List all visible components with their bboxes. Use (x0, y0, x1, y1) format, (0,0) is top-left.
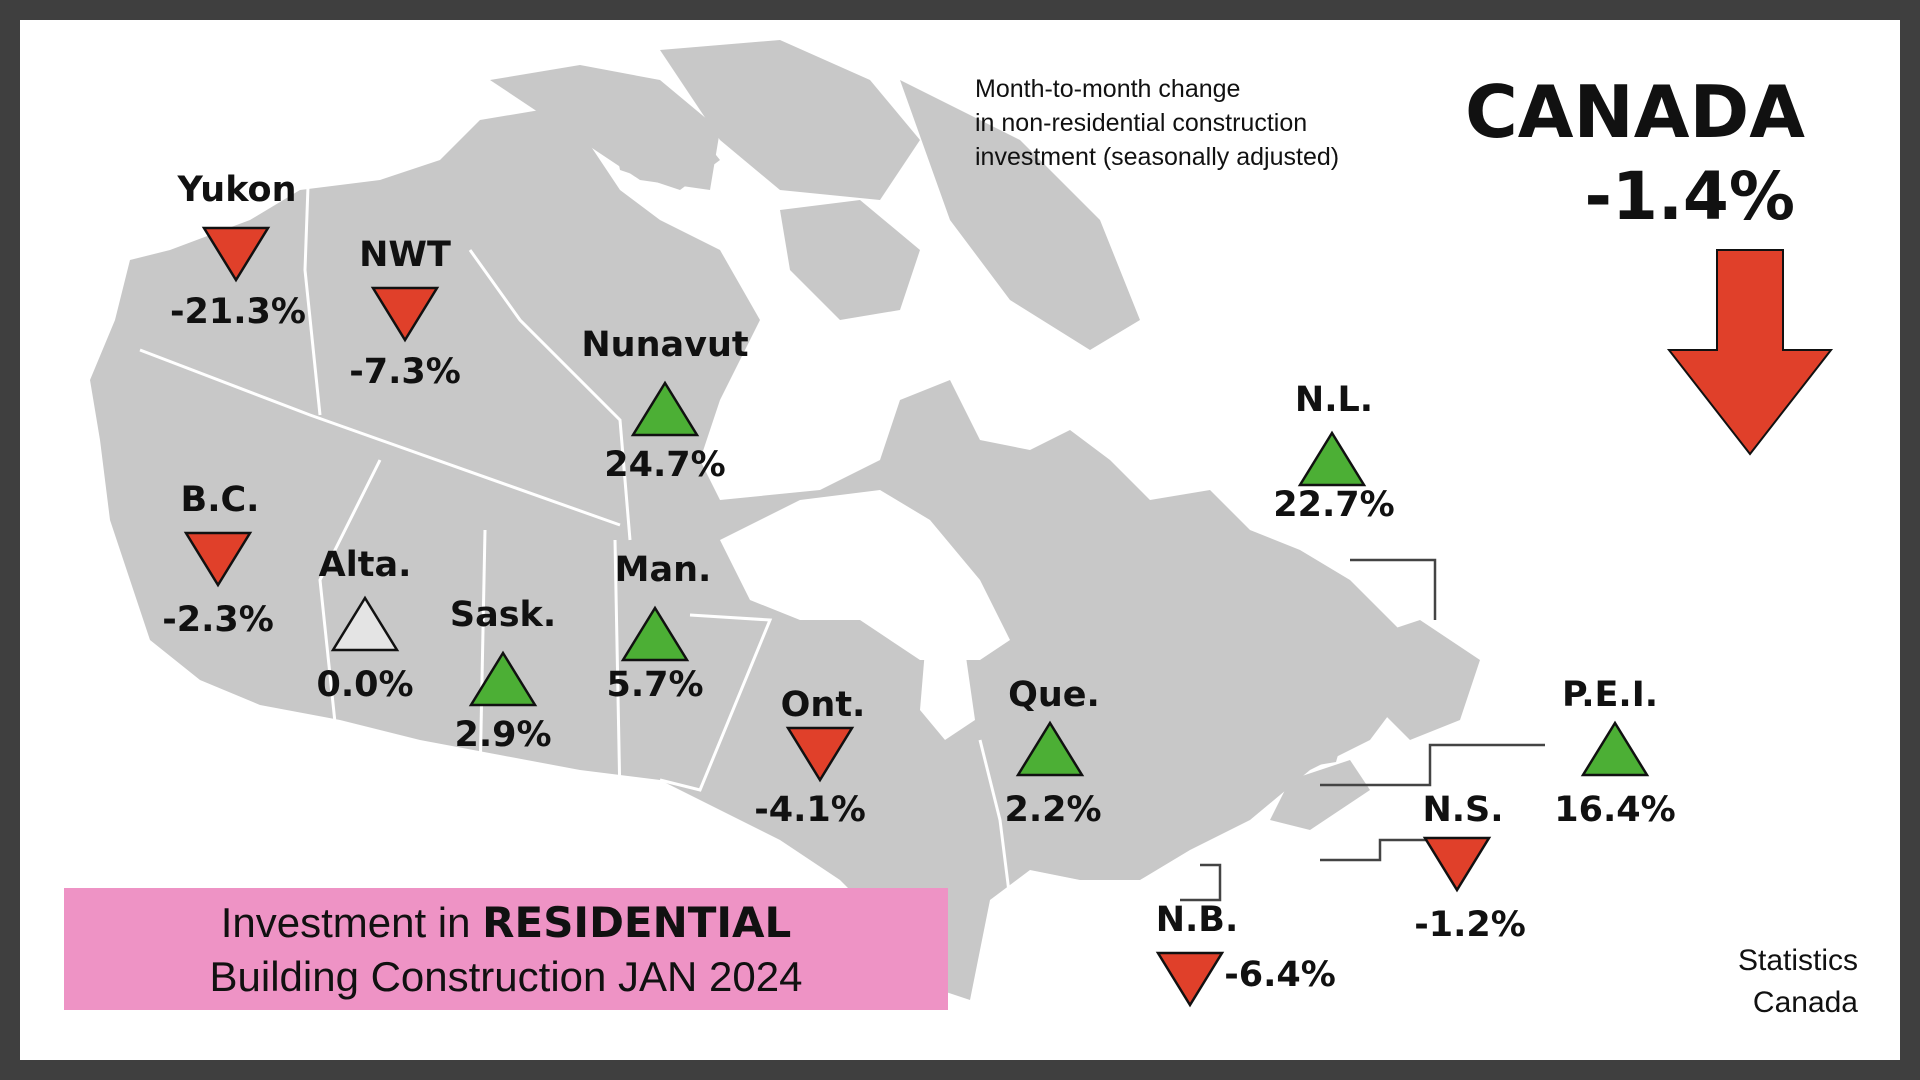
arctic-island-2 (660, 40, 920, 200)
down-triangle-icon-bc (183, 531, 253, 588)
ns-shape (1270, 760, 1370, 830)
map-title: Investment in RESIDENTIAL Building Const… (64, 888, 948, 1010)
arctic-island-5 (610, 110, 720, 190)
region-name-yukon: Yukon (177, 170, 297, 210)
region-value-yukon: -21.3% (170, 292, 306, 332)
region-value-pei: 16.4% (1554, 790, 1676, 830)
border-ont-que (978, 739, 1012, 901)
leader-nb (1180, 863, 1222, 902)
subtitle-line: investment (seasonally adjusted) (975, 143, 1340, 171)
subtitle-line: Month-to-month change (975, 75, 1241, 103)
border-yukon-bc (139, 348, 621, 527)
james-bay (920, 650, 975, 740)
region-name-nunavut: Nunavut (581, 325, 749, 365)
up-triangle-icon-que (1015, 720, 1085, 777)
newfoundland-shape (1360, 620, 1480, 740)
border-yukon-nwt (303, 129, 322, 416)
region-value-nb: -6.4% (1224, 955, 1336, 995)
region-value-que: 2.2% (1004, 790, 1102, 830)
border-alta-sask (478, 529, 487, 781)
down-triangle-icon-ont (785, 726, 855, 783)
source-credit: Statistics Canada (1738, 940, 1858, 1024)
region-name-ns: N.S. (1422, 790, 1504, 830)
border-bc-alta (318, 459, 382, 771)
canada-map (90, 40, 1545, 1000)
title-line-1: Investment in RESIDENTIAL (64, 896, 948, 950)
down-triangle-icon-nb (1155, 951, 1225, 1008)
map-subtitle: Month-to-month change in non-residential… (975, 72, 1339, 174)
region-name-pei: P.E.I. (1561, 675, 1659, 715)
up-triangle-icon-man (620, 605, 690, 662)
source-line-1: Statistics (1737, 944, 1858, 977)
region-value-ont: -4.1% (754, 790, 866, 830)
region-name-man: Man. (614, 550, 712, 590)
canada-label: CANADA (1464, 70, 1805, 154)
up-triangle-icon-nl (1297, 430, 1367, 487)
title-line-2: Building Construction JAN 2024 (209, 953, 803, 1000)
down-triangle-icon-nwt (370, 286, 440, 343)
region-name-nl: N.L. (1294, 380, 1374, 420)
region-name-bc: B.C. (180, 480, 260, 520)
up-triangle-icon-sask (468, 650, 538, 707)
pei-shape (1300, 748, 1340, 768)
down-triangle-icon-yukon (201, 226, 271, 283)
hudson-bay (720, 490, 1010, 660)
region-name-sask: Sask. (449, 595, 557, 635)
up-triangle-icon-alta (330, 595, 400, 652)
region-value-alta: 0.0% (316, 665, 414, 705)
border-sask-man (574, 539, 622, 837)
region-name-alta: Alta. (318, 545, 412, 585)
up-triangle-icon-nunavut (630, 380, 700, 437)
title-prefix: Investment in (220, 899, 483, 946)
subtitle-line: in non-residential construction (975, 109, 1308, 137)
region-name-que: Que. (1008, 675, 1100, 715)
border-nwt-nunavut (468, 249, 632, 541)
region-name-ont: Ont. (780, 685, 866, 725)
region-value-bc: -2.3% (162, 600, 274, 640)
leader-ns (1320, 838, 1430, 862)
region-value-sask: 2.9% (454, 715, 552, 755)
title-bold: RESIDENTIAL (482, 898, 792, 947)
region-value-nl: 22.7% (1273, 485, 1395, 525)
map-canvas: Month-to-month change in non-residential… (20, 20, 1900, 1060)
border-man-ont (659, 613, 773, 792)
up-triangle-icon-pei (1580, 720, 1650, 777)
region-value-ns: -1.2% (1414, 905, 1526, 945)
canada-down-arrow-icon (1666, 249, 1834, 456)
arctic-island-3 (900, 80, 1140, 350)
region-name-nwt: NWT (359, 235, 451, 275)
source-line-2: Canada (1752, 986, 1858, 1019)
down-triangle-icon-ns (1422, 836, 1492, 893)
leader-pei (1320, 743, 1545, 787)
leader-nl (1350, 558, 1437, 620)
region-value-man: 5.7% (606, 665, 704, 705)
region-value-nunavut: 24.7% (604, 445, 726, 485)
region-name-nb: N.B. (1155, 900, 1239, 940)
region-value-nwt: -7.3% (349, 352, 461, 392)
canada-value: -1.4% (1584, 158, 1795, 235)
arctic-island-4 (780, 200, 920, 320)
